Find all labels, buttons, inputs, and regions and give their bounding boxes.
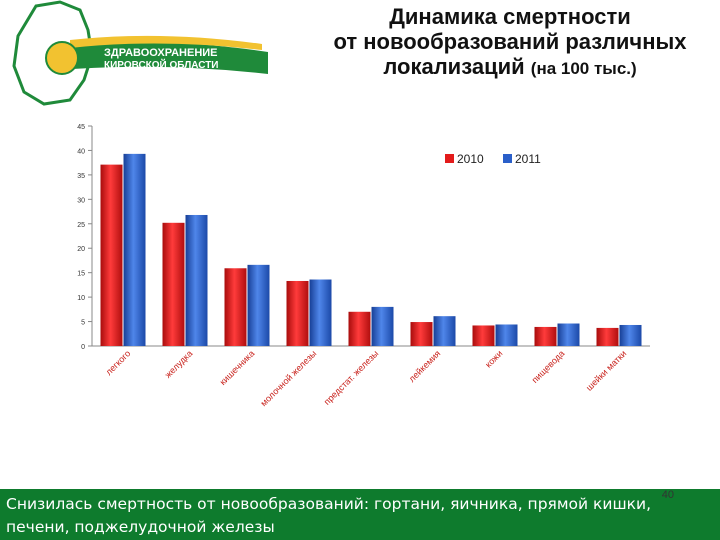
emblem-icon <box>45 41 79 75</box>
y-tick-label: 30 <box>77 197 85 204</box>
y-tick-label: 20 <box>77 246 85 253</box>
y-tick-label: 40 <box>77 148 85 155</box>
title-unit: (на 100 тыс.) <box>530 59 637 78</box>
bar-2011-4 <box>309 279 332 346</box>
legend-swatch-2010 <box>445 154 454 163</box>
logo-line2: КИРОВСКОЙ ОБЛАСТИ <box>104 58 219 71</box>
y-tick-label: 45 <box>77 124 85 131</box>
y-tick-label: 35 <box>77 173 85 180</box>
bar-2010-8 <box>534 326 557 346</box>
bar-2011-5 <box>371 306 394 346</box>
logo-line1: ЗДРАВООХРАНЕНИЕ <box>104 47 218 59</box>
x-tick-label: молочной железы <box>258 348 318 408</box>
chart-axes: 0 5 10 15 20 25 30 35 40 45 <box>77 124 650 351</box>
bar-2010-2 <box>162 222 185 346</box>
x-tick-label: пищевода <box>530 348 567 385</box>
slide-title: Динамика смертности от новообразований р… <box>300 4 720 81</box>
legend-label-2011: 2011 <box>515 152 541 166</box>
logo: ЗДРАВООХРАНЕНИЕ КИРОВСКОЙ ОБЛАСТИ <box>0 0 270 110</box>
bar-2011-1 <box>123 153 146 346</box>
bar-2011-9 <box>619 324 642 346</box>
y-tick-label: 0 <box>81 344 85 351</box>
x-tick-label: лейкемия <box>407 348 443 384</box>
page-number: 40 <box>661 489 674 501</box>
bar-2011-7 <box>495 324 518 346</box>
y-tick-label: 25 <box>77 222 85 229</box>
y-tick-label: 10 <box>77 295 85 302</box>
ribbon-highlight <box>70 35 262 50</box>
chart-legend: 2010 2011 <box>445 152 541 166</box>
bar-2011-6 <box>433 316 456 346</box>
title-line2: от новообразований различных <box>333 29 687 54</box>
y-tick-label: 5 <box>81 320 85 327</box>
title-line3-wrap: локализаций (на 100 тыс.) <box>300 54 720 81</box>
x-tick-label: кожи <box>483 348 504 369</box>
bar-2010-1 <box>100 164 123 346</box>
x-tick-labels: легкого желудка кишечника молочной железы пр… <box>104 348 629 408</box>
bar-2011-2 <box>185 214 208 346</box>
footer-text: Снизилась смертность от новообразований:… <box>6 495 652 536</box>
y-tick-label: 15 <box>77 271 85 278</box>
ribbon-shape <box>60 42 268 74</box>
bar-2011-8 <box>557 323 580 346</box>
title-line1: Динамика смертности <box>389 4 631 29</box>
bar-2010-9 <box>596 327 619 346</box>
bar-2010-3 <box>224 268 247 346</box>
x-tick-label: шейки матки <box>584 348 628 392</box>
bar-2011-3 <box>247 264 270 346</box>
bar-2010-7 <box>472 325 495 346</box>
bar-2010-4 <box>286 280 309 346</box>
x-tick-label: легкого <box>104 348 133 377</box>
title-line3: локализаций <box>383 54 525 79</box>
x-tick-label: кишечника <box>218 348 257 387</box>
x-tick-label: желудка <box>163 348 195 380</box>
legend-label-2010: 2010 <box>457 152 484 166</box>
bar-2010-5 <box>348 311 371 346</box>
x-tick-label: предстат. железы <box>322 348 381 407</box>
legend-swatch-2011 <box>503 154 512 163</box>
bar-chart: 0 5 10 15 20 25 30 35 40 45 легкого желудка кишечни… <box>77 124 650 408</box>
bar-2010-6 <box>410 322 433 346</box>
footer-note: Снизилась смертность от новообразований:… <box>0 489 720 540</box>
chart-bars <box>100 153 642 346</box>
